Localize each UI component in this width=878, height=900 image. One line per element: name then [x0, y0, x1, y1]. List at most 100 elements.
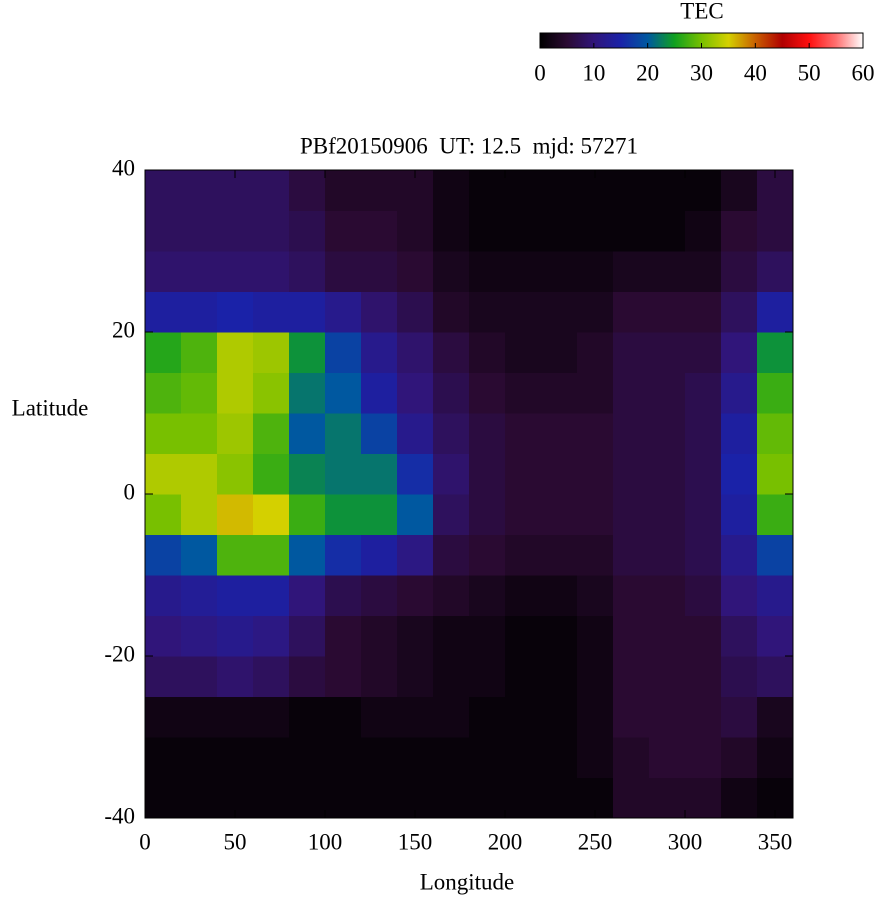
heatmap-cell: [649, 170, 686, 211]
heatmap-cell: [613, 575, 650, 616]
heatmap-cell: [361, 251, 398, 292]
heatmap-cell: [433, 332, 470, 373]
heatmap-cell: [217, 413, 254, 454]
heatmap-cell: [145, 372, 182, 414]
heatmap-cell: [613, 210, 650, 252]
heatmap-cell: [361, 291, 398, 333]
x-tick-label: 200: [488, 829, 523, 854]
heatmap-cell: [253, 494, 290, 535]
heatmap-cell: [469, 737, 506, 778]
colorbar-label: TEC: [680, 0, 723, 23]
heatmap-cell: [361, 737, 398, 778]
heatmap-cell: [397, 656, 434, 697]
heatmap-cell: [649, 737, 686, 778]
heatmap-cell: [577, 696, 614, 738]
heatmap-cell: [649, 494, 686, 535]
heatmap-cell: [505, 372, 542, 414]
heatmap-cell: [397, 494, 434, 535]
heatmap-cell: [649, 413, 686, 454]
heatmap-cell: [577, 413, 614, 454]
heatmap-cell: [361, 777, 398, 819]
heatmap-cell: [253, 413, 290, 454]
heatmap-cell: [505, 453, 542, 495]
heatmap-cell: [145, 656, 182, 697]
heatmap-cell: [397, 372, 434, 414]
heatmap-cell: [253, 291, 290, 333]
heatmap-cell: [649, 210, 686, 252]
x-tick-label: 100: [308, 829, 343, 854]
heatmap-cell: [325, 494, 362, 535]
heatmap-cell: [721, 291, 758, 333]
heatmap-cell: [577, 372, 614, 414]
heatmap-cell: [649, 777, 686, 819]
heatmap-cell: [757, 696, 794, 738]
heatmap-cell: [181, 453, 218, 495]
heatmap-cell: [505, 494, 542, 535]
heatmap-cell: [433, 494, 470, 535]
heatmap-cell: [613, 615, 650, 657]
heatmap-cell: [145, 453, 182, 495]
heatmap-cell: [577, 737, 614, 778]
heatmap-cell: [721, 777, 758, 819]
x-tick-label: 250: [578, 829, 613, 854]
heatmap-cell: [469, 656, 506, 697]
heatmap-cell: [289, 332, 326, 373]
colorbar-tick-label: 60: [852, 60, 875, 85]
heatmap-cell: [289, 251, 326, 292]
heatmap-cell: [721, 696, 758, 738]
heatmap-cell: [685, 170, 722, 211]
heatmap-cell: [145, 170, 182, 211]
heatmap-cell: [325, 575, 362, 616]
heatmap-cell: [433, 696, 470, 738]
heatmap-cell: [325, 372, 362, 414]
heatmap-cell: [577, 656, 614, 697]
colorbar-tick-label: 10: [582, 60, 605, 85]
heatmap-cell: [145, 696, 182, 738]
heatmap-cell: [541, 372, 578, 414]
heatmap-cell: [469, 777, 506, 819]
heatmap-cell: [253, 615, 290, 657]
heatmap-cell: [649, 291, 686, 333]
heatmap-cell: [181, 210, 218, 252]
heatmap-cell: [541, 534, 578, 576]
heatmap-cell: [181, 413, 218, 454]
heatmap-cell: [541, 575, 578, 616]
heatmap-cell: [253, 210, 290, 252]
heatmap-cell: [613, 534, 650, 576]
heatmap-cell: [289, 656, 326, 697]
heatmap-cell: [721, 656, 758, 697]
y-axis-label: Latitude: [12, 395, 89, 420]
heatmap-cell: [505, 210, 542, 252]
heatmap-cell: [433, 413, 470, 454]
y-tick-label: -20: [104, 641, 135, 666]
heatmap-cell: [541, 453, 578, 495]
heatmap-cell: [433, 453, 470, 495]
heatmap-cell: [181, 534, 218, 576]
y-tick-label: 0: [124, 479, 136, 504]
heatmap-cell: [217, 332, 254, 373]
heatmap-cell: [181, 575, 218, 616]
heatmap-cell: [217, 453, 254, 495]
heatmap-cell: [361, 170, 398, 211]
heatmap-cell: [217, 575, 254, 616]
colorbar-tick-label: 0: [534, 60, 546, 85]
heatmap-cell: [289, 170, 326, 211]
x-tick-label: 50: [224, 829, 247, 854]
colorbar-tick-label: 30: [690, 60, 713, 85]
heatmap-cell: [289, 291, 326, 333]
heatmap-cell: [757, 210, 794, 252]
heatmap-cell: [577, 494, 614, 535]
heatmap-cell: [181, 737, 218, 778]
heatmap-cell: [757, 251, 794, 292]
heatmap-cell: [685, 696, 722, 738]
heatmap-cell: [685, 453, 722, 495]
heatmap-cell: [181, 251, 218, 292]
heatmap-cell: [253, 332, 290, 373]
heatmap-cell: [325, 332, 362, 373]
heatmap-cell: [505, 251, 542, 292]
heatmap-cell: [289, 413, 326, 454]
heatmap-cell: [289, 777, 326, 819]
heatmap-cell: [649, 251, 686, 292]
heatmap-cell: [541, 615, 578, 657]
heatmap-cell: [145, 534, 182, 576]
